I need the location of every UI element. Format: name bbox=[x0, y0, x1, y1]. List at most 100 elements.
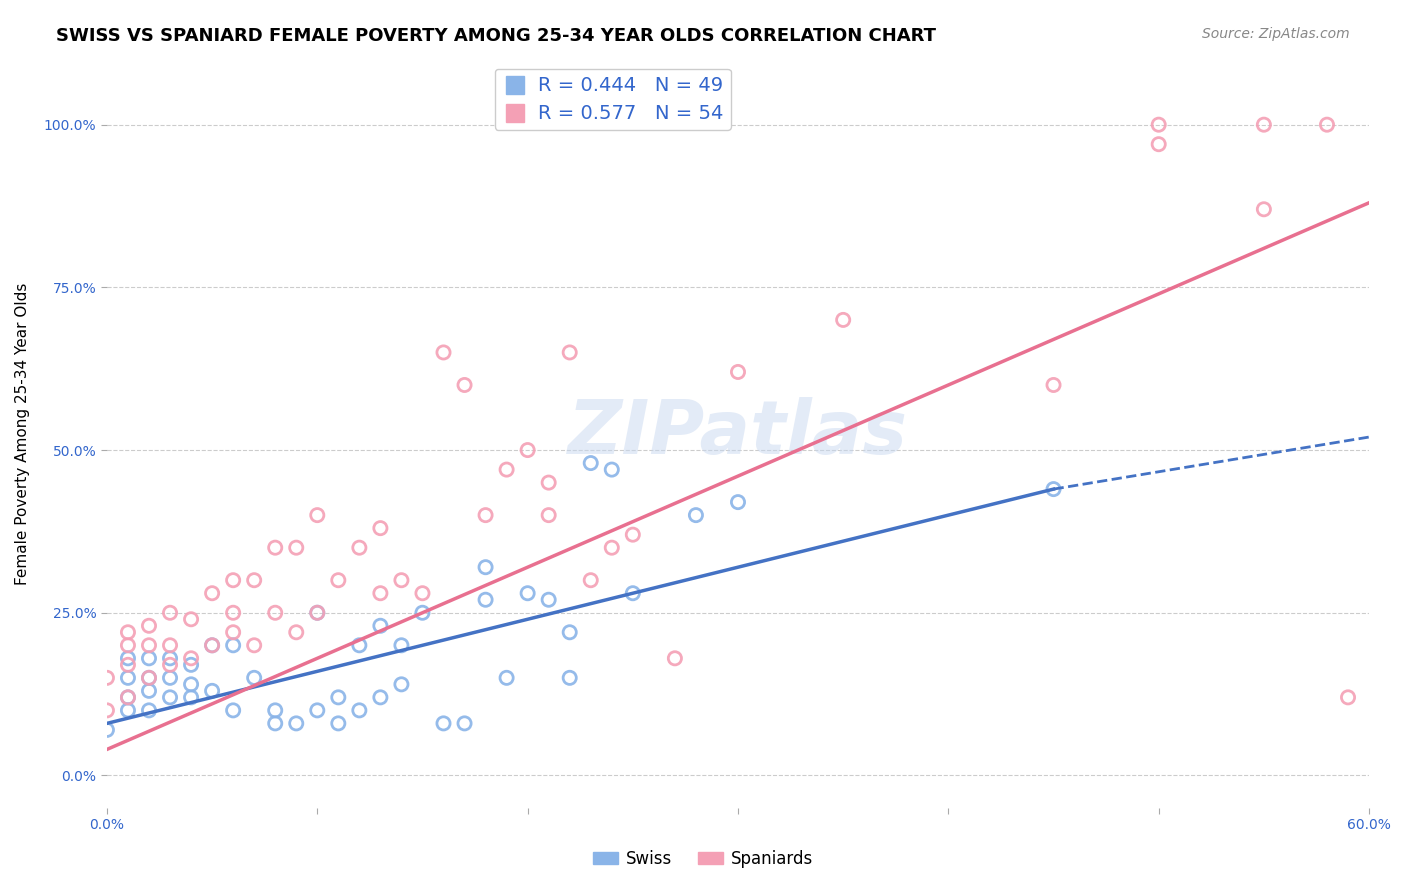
Point bbox=[727, 365, 749, 379]
Point bbox=[600, 541, 623, 555]
Point bbox=[579, 456, 602, 470]
Point bbox=[495, 462, 517, 476]
Point bbox=[370, 690, 392, 705]
Point bbox=[117, 657, 139, 672]
Point bbox=[117, 651, 139, 665]
Point bbox=[201, 683, 224, 698]
Point bbox=[1253, 118, 1275, 132]
Point bbox=[307, 606, 329, 620]
Point bbox=[117, 703, 139, 717]
Y-axis label: Female Poverty Among 25-34 Year Olds: Female Poverty Among 25-34 Year Olds bbox=[15, 283, 30, 585]
Point bbox=[264, 703, 287, 717]
Point bbox=[453, 378, 475, 392]
Point bbox=[243, 573, 266, 587]
Point bbox=[243, 671, 266, 685]
Point bbox=[349, 638, 371, 652]
Point bbox=[222, 638, 245, 652]
Point bbox=[727, 495, 749, 509]
Point bbox=[138, 638, 160, 652]
Point bbox=[328, 716, 350, 731]
Point bbox=[474, 508, 496, 523]
Point bbox=[600, 462, 623, 476]
Point bbox=[307, 508, 329, 523]
Point bbox=[474, 592, 496, 607]
Point bbox=[328, 690, 350, 705]
Point bbox=[159, 657, 181, 672]
Point bbox=[495, 671, 517, 685]
Point bbox=[201, 638, 224, 652]
Point bbox=[1316, 118, 1339, 132]
Point bbox=[1042, 378, 1064, 392]
Point bbox=[391, 677, 413, 691]
Point bbox=[285, 716, 308, 731]
Point bbox=[159, 606, 181, 620]
Point bbox=[117, 690, 139, 705]
Point bbox=[621, 527, 644, 541]
Point bbox=[685, 508, 707, 523]
Point bbox=[264, 716, 287, 731]
Point bbox=[117, 625, 139, 640]
Point bbox=[264, 541, 287, 555]
Point bbox=[138, 671, 160, 685]
Text: SWISS VS SPANIARD FEMALE POVERTY AMONG 25-34 YEAR OLDS CORRELATION CHART: SWISS VS SPANIARD FEMALE POVERTY AMONG 2… bbox=[56, 27, 936, 45]
Point bbox=[96, 671, 118, 685]
Point bbox=[201, 638, 224, 652]
Point bbox=[411, 606, 433, 620]
Point bbox=[159, 690, 181, 705]
Point bbox=[180, 612, 202, 626]
Point bbox=[180, 657, 202, 672]
Point bbox=[307, 606, 329, 620]
Point bbox=[474, 560, 496, 574]
Point bbox=[180, 690, 202, 705]
Point bbox=[307, 703, 329, 717]
Point bbox=[432, 345, 454, 359]
Point bbox=[558, 345, 581, 359]
Point bbox=[159, 638, 181, 652]
Point bbox=[516, 586, 538, 600]
Point bbox=[328, 573, 350, 587]
Point bbox=[621, 586, 644, 600]
Point bbox=[96, 703, 118, 717]
Point bbox=[222, 573, 245, 587]
Point bbox=[537, 592, 560, 607]
Point bbox=[453, 716, 475, 731]
Point bbox=[138, 671, 160, 685]
Point bbox=[96, 723, 118, 737]
Point bbox=[832, 313, 855, 327]
Point bbox=[1042, 482, 1064, 496]
Point bbox=[117, 690, 139, 705]
Point bbox=[370, 586, 392, 600]
Legend: R = 0.444   N = 49, R = 0.577   N = 54: R = 0.444 N = 49, R = 0.577 N = 54 bbox=[495, 69, 731, 130]
Point bbox=[243, 638, 266, 652]
Point bbox=[516, 443, 538, 458]
Point bbox=[117, 638, 139, 652]
Point bbox=[579, 573, 602, 587]
Point bbox=[370, 521, 392, 535]
Point bbox=[1147, 118, 1170, 132]
Point bbox=[1147, 137, 1170, 152]
Point bbox=[222, 606, 245, 620]
Point bbox=[138, 651, 160, 665]
Point bbox=[1253, 202, 1275, 217]
Point bbox=[558, 625, 581, 640]
Point bbox=[537, 475, 560, 490]
Point bbox=[159, 671, 181, 685]
Point bbox=[411, 586, 433, 600]
Text: ZIPatlas: ZIPatlas bbox=[568, 397, 908, 470]
Point bbox=[391, 573, 413, 587]
Point bbox=[180, 651, 202, 665]
Point bbox=[159, 651, 181, 665]
Text: Source: ZipAtlas.com: Source: ZipAtlas.com bbox=[1202, 27, 1350, 41]
Point bbox=[285, 625, 308, 640]
Point bbox=[558, 671, 581, 685]
Point bbox=[201, 586, 224, 600]
Point bbox=[391, 638, 413, 652]
Point bbox=[370, 619, 392, 633]
Point bbox=[349, 541, 371, 555]
Point bbox=[349, 703, 371, 717]
Point bbox=[1337, 690, 1360, 705]
Legend: Swiss, Spaniards: Swiss, Spaniards bbox=[586, 844, 820, 875]
Point bbox=[222, 703, 245, 717]
Point bbox=[264, 606, 287, 620]
Point bbox=[432, 716, 454, 731]
